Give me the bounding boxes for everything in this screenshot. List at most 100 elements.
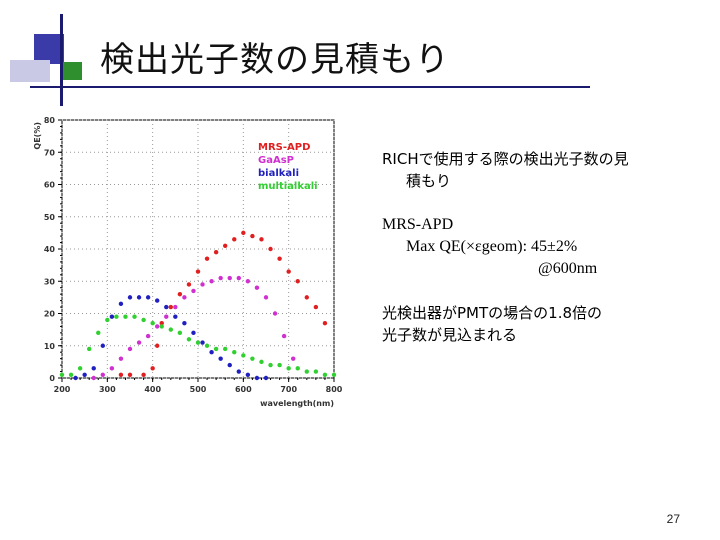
point-bialkali (236, 369, 241, 374)
point-gaasp (145, 333, 151, 339)
point-bialkali (109, 314, 115, 319)
point-gaasp (118, 356, 124, 361)
point-multialkali (241, 353, 246, 358)
point-bialkali (191, 330, 196, 336)
point-multialkali (159, 324, 164, 329)
point-mrs-apd (295, 279, 300, 284)
bullet-photon-line2: 光子数が見込まれる (382, 326, 518, 344)
point-bialkali (263, 375, 269, 381)
point-gaasp (236, 275, 241, 281)
bullet-rich-estimate: RICHで使用する際の検出光子数の見 積もり (382, 148, 682, 192)
point-multialkali (313, 369, 319, 374)
bullet-rich-line2: 積もり (406, 172, 452, 190)
point-gaasp (109, 366, 115, 371)
point-bialkali (182, 320, 187, 326)
y-axis-label: QE(%) (33, 122, 42, 150)
point-mrs-apd (159, 320, 164, 326)
point-bialkali (100, 343, 106, 348)
decor-vertical-line (60, 14, 63, 106)
slide-title: 検出光子数の見積もり (100, 40, 450, 80)
point-mrs-apd (286, 269, 291, 274)
point-bialkali (227, 362, 232, 368)
point-multialkali (150, 320, 155, 326)
point-multialkali (268, 362, 273, 368)
point-multialkali (322, 372, 328, 377)
point-mrs-apd (168, 304, 173, 310)
point-gaasp (182, 295, 187, 300)
point-gaasp (209, 279, 214, 284)
point-mrs-apd (177, 291, 183, 297)
x-tick-label: 500 (190, 385, 207, 394)
point-mrs-apd (141, 372, 146, 377)
decor-square-green (60, 62, 82, 80)
decor-square-blue (34, 34, 64, 64)
point-multialkali (114, 314, 119, 319)
point-multialkali (286, 366, 291, 371)
point-bialkali (200, 340, 205, 345)
point-multialkali (204, 343, 210, 348)
y-tick-label: 20 (44, 310, 56, 319)
x-tick-label: 600 (235, 385, 252, 394)
point-gaasp (127, 346, 133, 352)
point-bialkali (218, 356, 223, 361)
point-multialkali (168, 327, 173, 332)
point-mrs-apd (213, 250, 219, 255)
y-tick-label: 60 (44, 181, 56, 190)
point-multialkali (87, 346, 92, 352)
x-tick-label: 400 (144, 385, 161, 394)
legend-bialkali: bialkali (258, 168, 299, 179)
page-number: 27 (666, 512, 680, 526)
point-mrs-apd (304, 295, 309, 300)
y-tick-label: 10 (44, 342, 56, 351)
x-tick-label: 800 (326, 385, 343, 394)
point-gaasp (218, 275, 223, 281)
point-bialkali (136, 295, 142, 300)
point-multialkali (277, 362, 282, 368)
point-multialkali (141, 317, 146, 323)
x-axis-label: wavelength(nm) (260, 399, 334, 408)
bullet-rich-line1: RICHで使用する際の検出光子数の見 (382, 150, 629, 168)
point-multialkali (105, 317, 110, 323)
point-bialkali (73, 375, 78, 381)
point-multialkali (132, 314, 137, 319)
decor-square-lavender (10, 60, 50, 82)
point-gaasp (100, 372, 106, 377)
point-gaasp (136, 340, 142, 345)
point-gaasp (191, 288, 196, 294)
point-mrs-apd (241, 230, 246, 236)
y-tick-label: 50 (44, 213, 56, 222)
bullet-mrs-apd: MRS-APD Max QE(×εgeom): 45±2% @600nm (382, 214, 682, 280)
point-mrs-apd (118, 372, 124, 377)
point-gaasp (173, 304, 178, 310)
point-gaasp (155, 324, 160, 329)
y-tick-label: 0 (49, 374, 55, 383)
point-bialkali (254, 375, 260, 381)
point-multialkali (177, 330, 183, 336)
y-tick-label: 40 (44, 245, 56, 254)
point-mrs-apd (232, 237, 237, 242)
bullet-mrs-line3: @600nm (538, 260, 598, 277)
point-mrs-apd (150, 366, 155, 371)
point-gaasp (263, 295, 269, 300)
bullet-photon-count: 光検出器がPMTの場合の1.8倍の 光子数が見込まれる (382, 302, 682, 346)
point-bialkali (91, 366, 96, 371)
point-multialkali (68, 372, 74, 377)
point-multialkali (96, 330, 101, 336)
x-tick-label: 200 (54, 385, 71, 394)
point-mrs-apd (204, 256, 210, 261)
point-gaasp (272, 311, 278, 316)
bullet-mrs-line1: MRS-APD (382, 216, 454, 233)
point-gaasp (227, 275, 232, 281)
point-bialkali (82, 372, 87, 377)
point-multialkali (195, 340, 201, 345)
point-bialkali (145, 295, 151, 300)
point-multialkali (259, 359, 264, 365)
point-mrs-apd (186, 282, 192, 287)
point-multialkali (232, 350, 237, 355)
point-multialkali (59, 372, 65, 377)
point-mrs-apd (250, 233, 255, 239)
point-gaasp (200, 282, 205, 287)
point-mrs-apd (195, 269, 201, 274)
point-mrs-apd (313, 304, 319, 310)
point-mrs-apd (223, 243, 228, 248)
